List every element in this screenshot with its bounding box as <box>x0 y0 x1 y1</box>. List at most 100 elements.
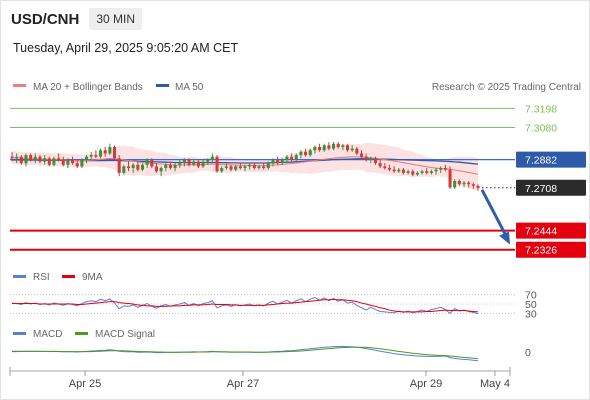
candle <box>154 163 158 173</box>
candle <box>178 159 182 169</box>
main-legend: MA 20 + Bollinger Bands MA 50 Research ©… <box>13 82 581 93</box>
candle-body <box>201 161 205 167</box>
level-label-box-resistance <box>516 100 586 117</box>
candle-body <box>43 158 47 162</box>
candle <box>266 161 270 170</box>
chart-datetime: Tuesday, April 29, 2025 9:05:20 AM CET <box>13 41 239 55</box>
candle-body <box>355 148 359 154</box>
candle-body <box>215 156 219 172</box>
rsi-tick-label: 70 <box>525 290 537 302</box>
rsi-ma-line <box>12 298 479 313</box>
candle-body <box>443 168 447 170</box>
candle-body <box>206 159 210 162</box>
candle-body <box>285 156 289 160</box>
candle-body <box>224 166 228 169</box>
macd-signal-legend-swatch <box>75 332 88 335</box>
candle <box>462 181 466 188</box>
candle <box>364 153 368 162</box>
candle <box>182 158 186 167</box>
candle <box>476 184 480 191</box>
candle-body <box>448 169 452 188</box>
candle <box>187 158 191 167</box>
candle <box>164 163 168 172</box>
candle-body <box>126 166 131 169</box>
candle <box>308 148 312 157</box>
rsi-legend-label: RSI <box>33 272 50 283</box>
candle <box>126 161 131 172</box>
candle <box>89 151 93 160</box>
x-tick-label: May 4 <box>480 378 510 390</box>
level-label-resistance: 7.3198 <box>525 103 557 115</box>
candle-body <box>346 145 350 151</box>
candle <box>33 153 37 164</box>
rsi-tick-label: 30 <box>525 308 537 320</box>
candle <box>145 158 149 169</box>
candle-body <box>66 159 70 165</box>
candle <box>29 153 33 162</box>
candle <box>215 155 219 173</box>
candle <box>453 179 457 190</box>
candle <box>313 145 317 154</box>
candle-body <box>271 159 275 164</box>
candle-body <box>467 182 471 185</box>
candle <box>429 169 433 175</box>
candle-body <box>145 159 149 165</box>
x-tick-label: Apr 27 <box>227 378 259 390</box>
candle <box>341 143 345 151</box>
level-label-box-support <box>516 222 586 239</box>
candle-body <box>336 143 340 147</box>
candle-body <box>266 163 270 169</box>
candle-body <box>57 158 61 160</box>
symbol-title: USD/CNH <box>11 10 80 28</box>
chart-header: USD/CNH 30 MIN <box>11 7 143 31</box>
candle-body <box>425 171 429 173</box>
candle <box>238 163 242 170</box>
candle-body <box>117 158 121 173</box>
x-axis: Apr 25 Apr 27 Apr 29 May 4 <box>9 367 511 390</box>
candle <box>52 156 56 167</box>
candle <box>140 163 144 172</box>
candle-body <box>159 168 163 172</box>
timeframe-button[interactable]: 30 MIN <box>89 8 143 30</box>
rsi-ma-legend-swatch <box>62 275 75 278</box>
candle <box>327 142 331 151</box>
level-label-box-last <box>516 179 586 196</box>
candle <box>294 153 298 162</box>
candle-body <box>19 156 23 164</box>
candle <box>150 158 154 169</box>
candle <box>94 150 98 159</box>
candle-body <box>420 171 424 173</box>
candle <box>10 151 14 162</box>
candle <box>262 163 266 170</box>
candle-body <box>378 163 382 167</box>
candle <box>299 150 303 159</box>
candle-body <box>415 172 419 175</box>
rsi-ma-legend-label: 9MA <box>82 272 103 283</box>
x-tick-label: Apr 29 <box>410 378 442 390</box>
rsi-legend-swatch <box>13 275 26 278</box>
candle-body <box>168 164 172 169</box>
candle <box>80 158 84 169</box>
candle-body <box>262 166 266 169</box>
x-tick-label: Apr 25 <box>69 378 101 390</box>
candle-body <box>304 151 308 156</box>
rsi-tick-label: 50 <box>525 299 537 311</box>
candle-body <box>94 155 98 157</box>
candle <box>117 155 121 177</box>
ma50-legend-label: MA 50 <box>175 82 204 93</box>
candle-body <box>401 169 405 173</box>
candle <box>136 161 140 172</box>
candle <box>257 164 261 170</box>
candle-body <box>150 159 154 167</box>
candle-body <box>327 145 331 149</box>
candle-body <box>290 156 294 160</box>
candle <box>122 164 126 175</box>
candle <box>234 164 238 172</box>
macd-legend-swatch <box>13 332 26 335</box>
candle <box>448 166 452 190</box>
candle <box>224 163 228 170</box>
candle <box>24 153 28 167</box>
candle <box>467 181 471 188</box>
